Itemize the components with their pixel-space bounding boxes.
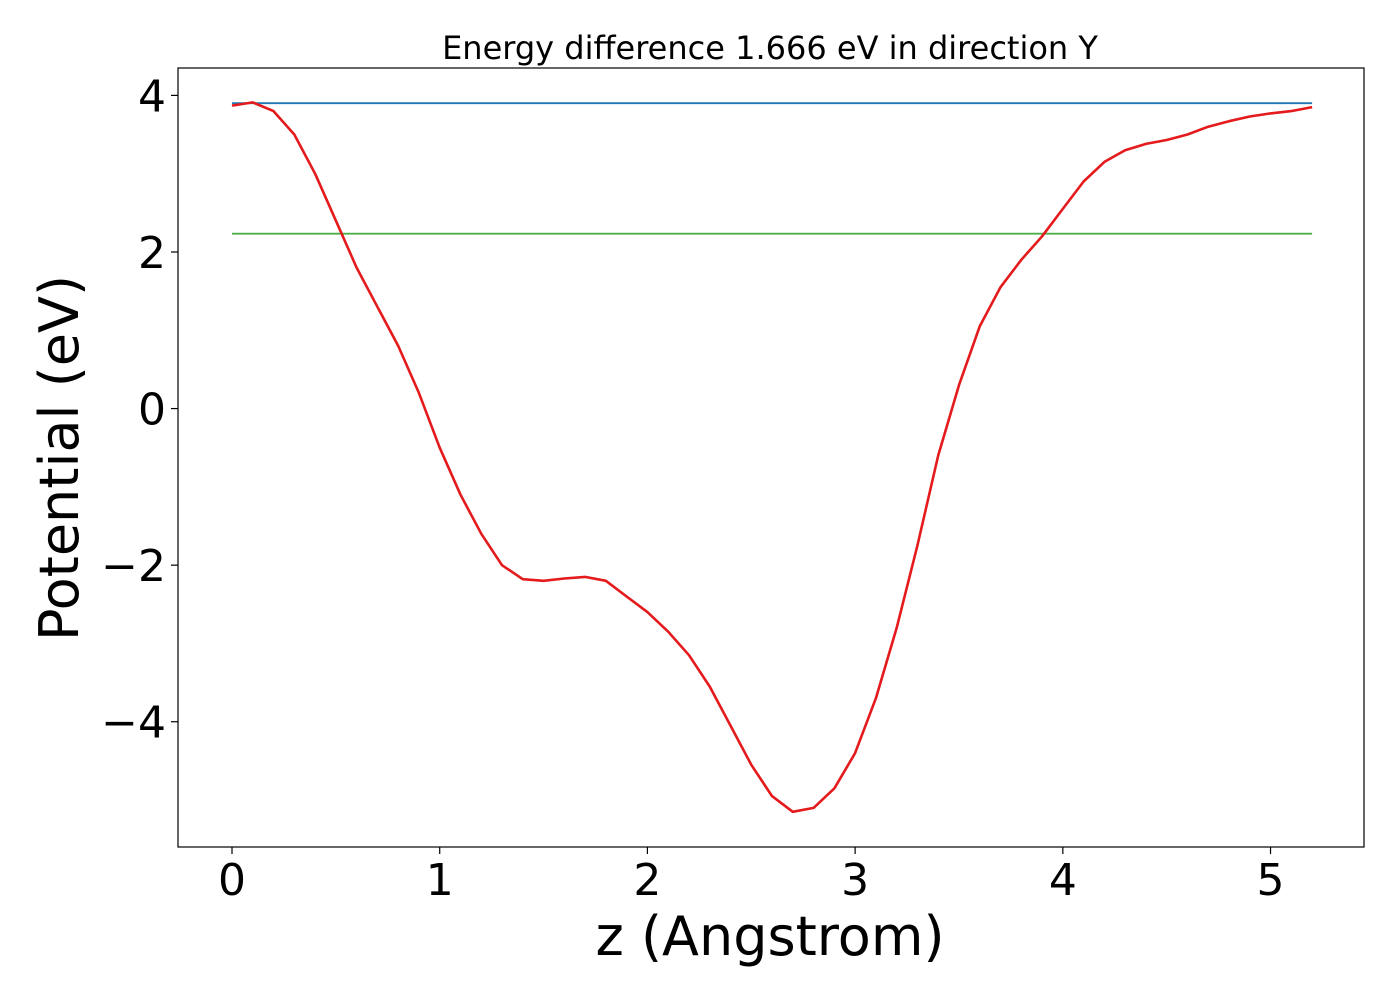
- x-tick-label: 5: [1257, 855, 1285, 906]
- x-axis: 0 1 2 3 4 5: [218, 847, 1285, 906]
- y-tick-label: 2: [138, 228, 166, 279]
- series-layer: [231, 101, 1313, 814]
- y-axis-label: Potential (eV): [28, 275, 91, 641]
- x-axis-label: z (Angstrom): [595, 905, 944, 968]
- y-tick-label: −4: [101, 698, 166, 749]
- x-tick-label: 0: [218, 855, 246, 906]
- chart-title: Energy difference 1.666 eV in direction …: [442, 29, 1098, 67]
- x-tick-label: 4: [1049, 855, 1077, 906]
- x-tick-label: 1: [426, 855, 454, 906]
- y-tick-label: 4: [138, 71, 166, 122]
- x-tick-label: 2: [633, 855, 661, 906]
- y-axis: 4 2 0 −2 −4: [101, 71, 178, 749]
- y-tick-label: −2: [101, 541, 166, 592]
- plot-frame: [177, 67, 1365, 848]
- x-tick-label: 3: [841, 855, 869, 906]
- series-line-0: [231, 101, 1313, 814]
- y-tick-label: 0: [138, 385, 166, 436]
